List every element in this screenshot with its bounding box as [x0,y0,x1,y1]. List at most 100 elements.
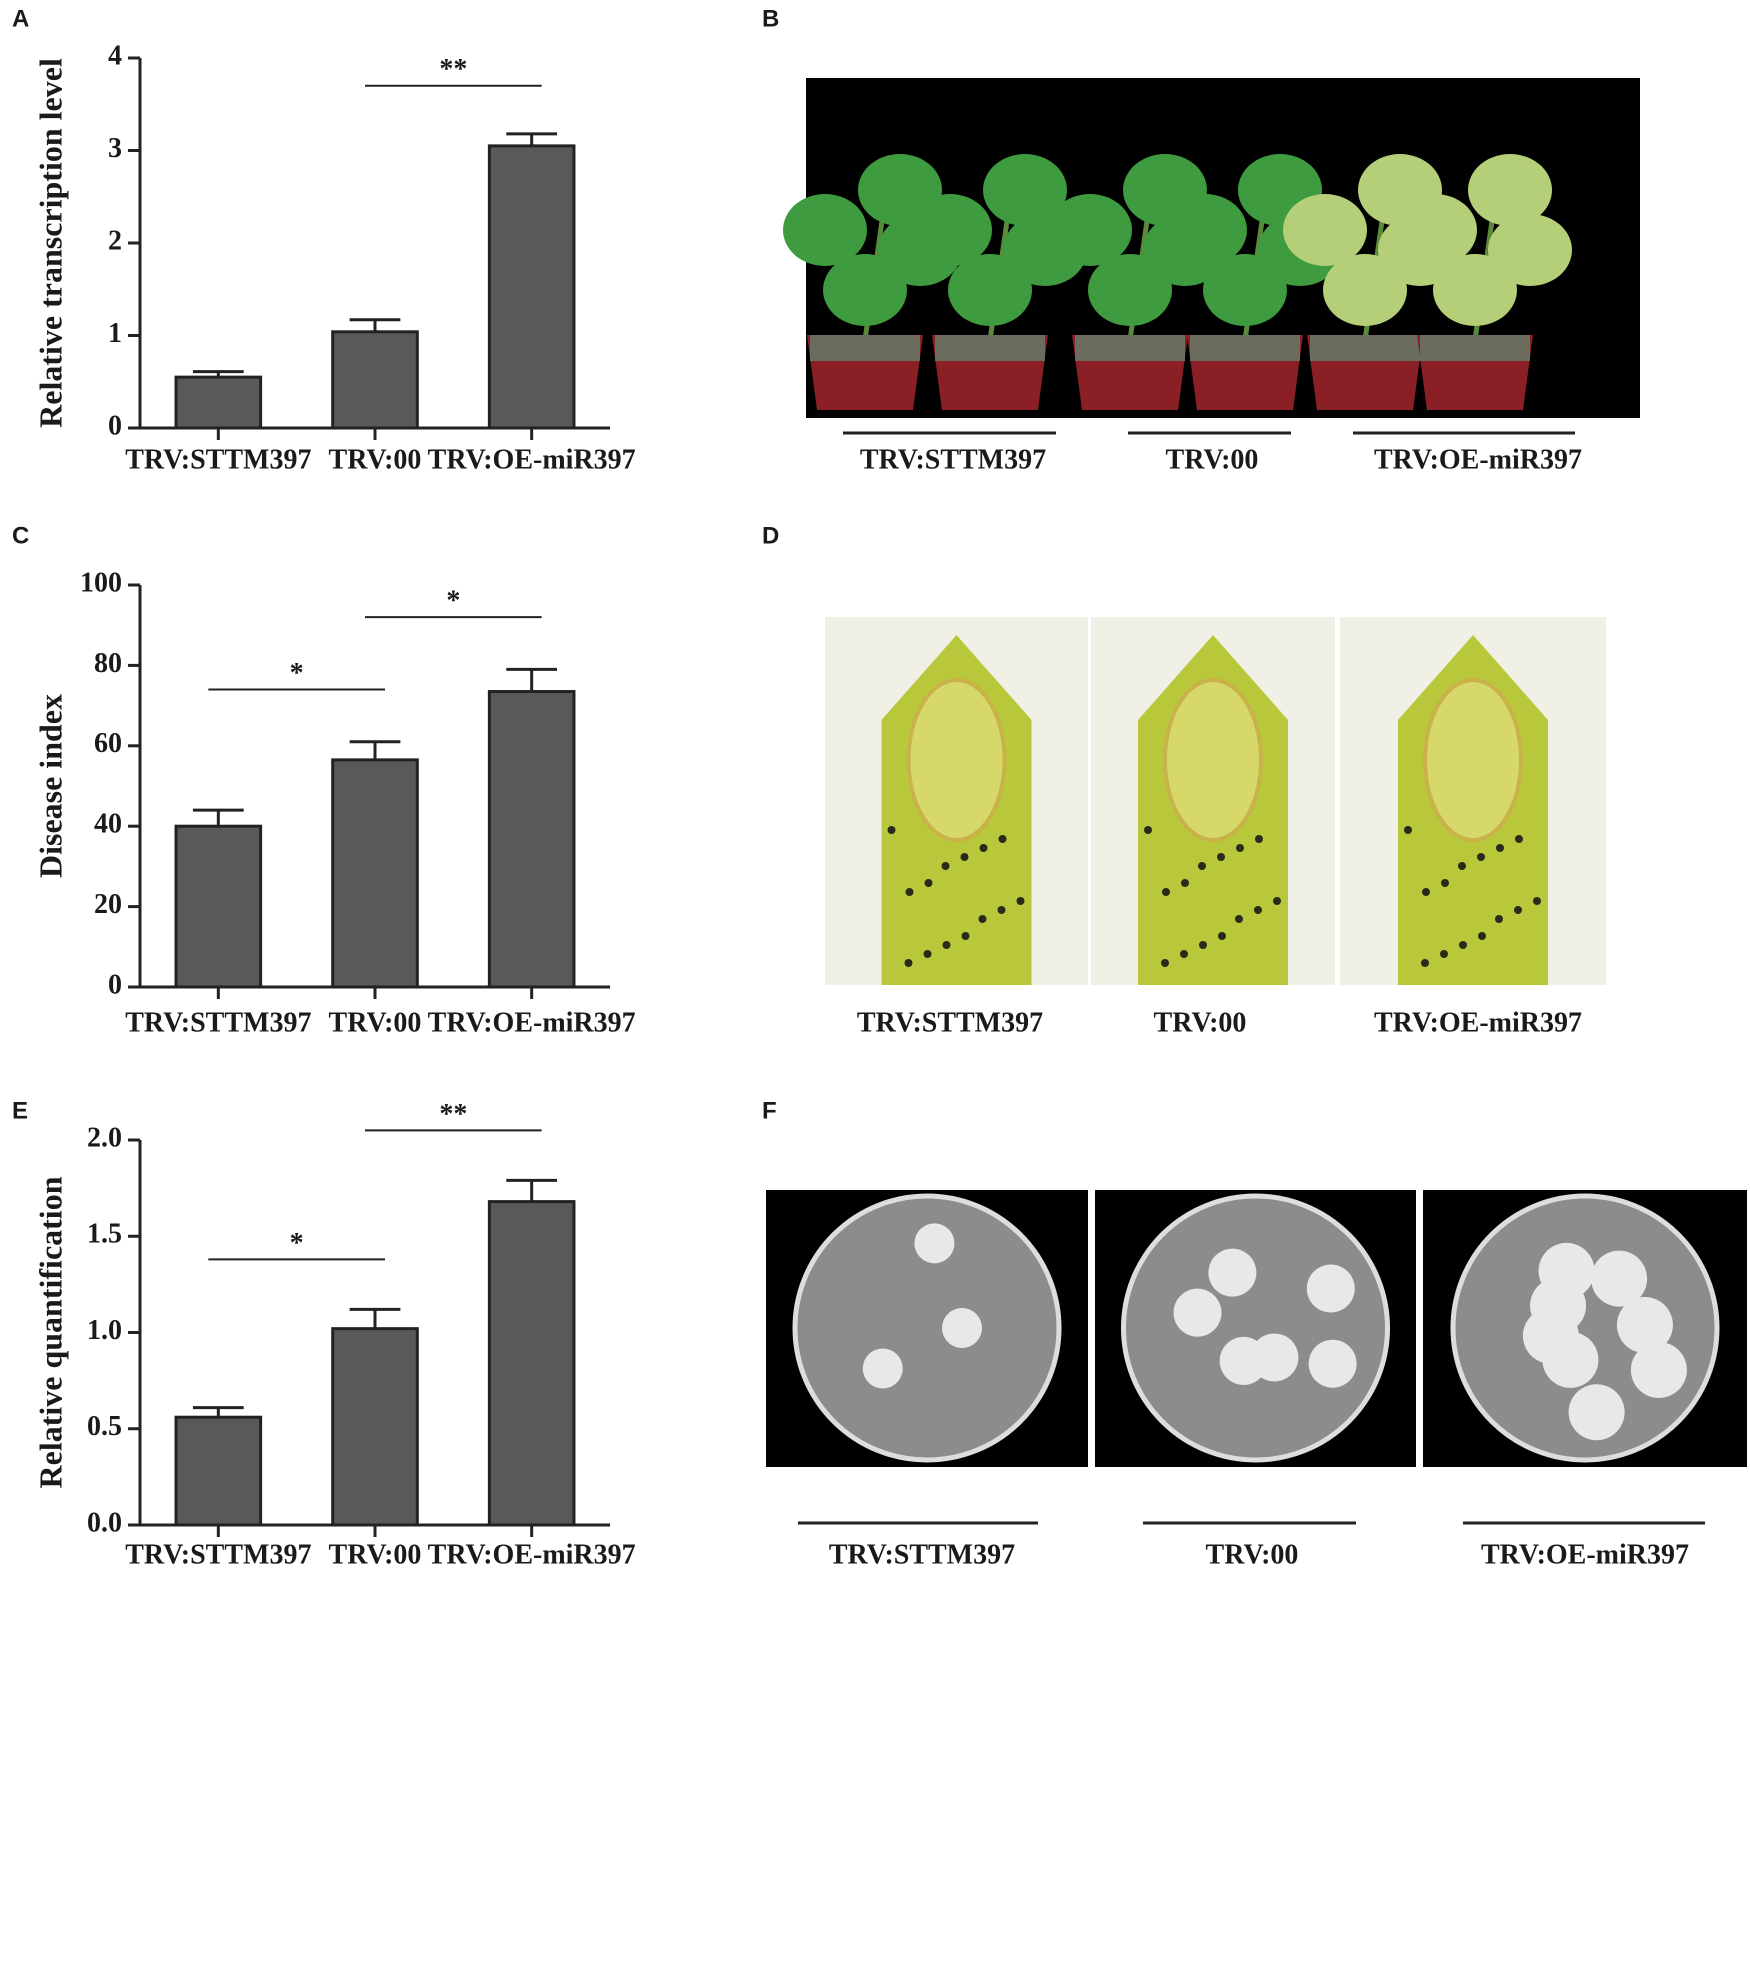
y-tick-label: 80 [94,648,122,679]
significance-label: * [446,586,460,617]
panel-letter: D [762,522,779,549]
leaf [783,194,867,266]
spot [1144,826,1152,834]
y-tick-label: 1.0 [87,1315,122,1346]
spot [1217,853,1225,861]
spot [998,835,1007,843]
panel-letter: A [12,5,29,32]
leaf [1393,194,1477,266]
x-tick-label: TRV:OE-miR397 [428,444,636,475]
leaf [1203,254,1287,326]
x-tick-label: TRV:00 [329,1539,422,1570]
stem-section [906,678,1007,842]
group-label: TRV:STTM397 [860,444,1046,475]
leaf [908,194,992,266]
panel-letter: E [12,1097,28,1124]
leaf [1433,254,1517,326]
spot [905,888,914,896]
leaf [1468,154,1552,226]
colony [1616,1297,1673,1354]
bar [331,330,419,430]
spot [1404,826,1412,834]
significance-label: * [290,658,304,689]
significance-label: * [290,1228,304,1259]
y-tick-label: 0.0 [87,1507,122,1538]
y-axis-label: Relative transcription level [32,58,68,428]
bar [331,1327,419,1527]
y-tick-label: 60 [94,728,122,759]
panel-letter: B [762,5,779,32]
spot [942,941,951,949]
spot [1198,862,1206,870]
colony [914,1223,955,1264]
spot [960,853,969,861]
bar [174,824,263,989]
soil [1075,335,1185,361]
spot [1236,844,1244,852]
spot [997,906,1006,914]
bar [487,144,576,430]
spot [979,844,988,852]
y-tick-label: 0.5 [87,1411,122,1442]
group-label: TRV:00 [1166,444,1259,475]
y-tick-label: 1.5 [87,1219,122,1250]
bar [487,1200,576,1527]
spot [923,950,932,958]
spot [1421,959,1429,967]
colony [1630,1341,1687,1398]
spot [1496,844,1504,852]
group-label: TRV:STTM397 [829,1539,1015,1570]
petri-dish [1121,1193,1390,1463]
significance-label: ** [439,54,467,85]
spot [1514,906,1522,914]
significance-label: ** [439,1099,467,1130]
spot [904,959,913,967]
x-tick-label: TRV:00 [329,444,422,475]
spot [1478,932,1486,940]
group-label: TRV:OE-miR397 [1374,444,1582,475]
x-tick-label: TRV:STTM397 [125,444,311,475]
y-axis-label: Relative quantification [32,1176,68,1488]
bar [331,758,419,989]
soil [810,335,920,361]
y-tick-label: 2 [108,225,122,256]
stem-section [1423,678,1523,842]
spot [1255,835,1263,843]
spot [1199,941,1207,949]
leaf [1323,254,1407,326]
soil [1420,335,1530,361]
spot [1235,915,1243,923]
leaf [948,254,1032,326]
spot [1458,862,1466,870]
soil [1310,335,1420,361]
x-tick-label: TRV:STTM397 [125,1007,311,1038]
petri-dish [792,1193,1062,1463]
group-label: TRV:STTM397 [857,1007,1043,1038]
panel-letter: C [12,522,29,549]
colony [862,1348,903,1389]
spot [941,862,950,870]
spot [1180,950,1188,958]
spot [1016,897,1025,905]
spot [1477,853,1485,861]
colony [1306,1264,1355,1313]
spot [1495,915,1503,923]
x-tick-label: TRV:00 [329,1007,422,1038]
colony [1308,1339,1357,1388]
panel-letter: F [762,1097,777,1124]
spot [924,879,933,887]
soil [1190,335,1300,361]
spot [1161,959,1169,967]
group-label: TRV:OE-miR397 [1374,1007,1582,1038]
spot [887,826,896,834]
spot [1440,950,1448,958]
spot [1254,906,1262,914]
leaf [1088,254,1172,326]
leaf [823,254,907,326]
bar [174,375,263,430]
soil [935,335,1045,361]
y-axis-label: Disease index [32,694,68,878]
spot [1162,888,1170,896]
colony [1591,1250,1648,1307]
